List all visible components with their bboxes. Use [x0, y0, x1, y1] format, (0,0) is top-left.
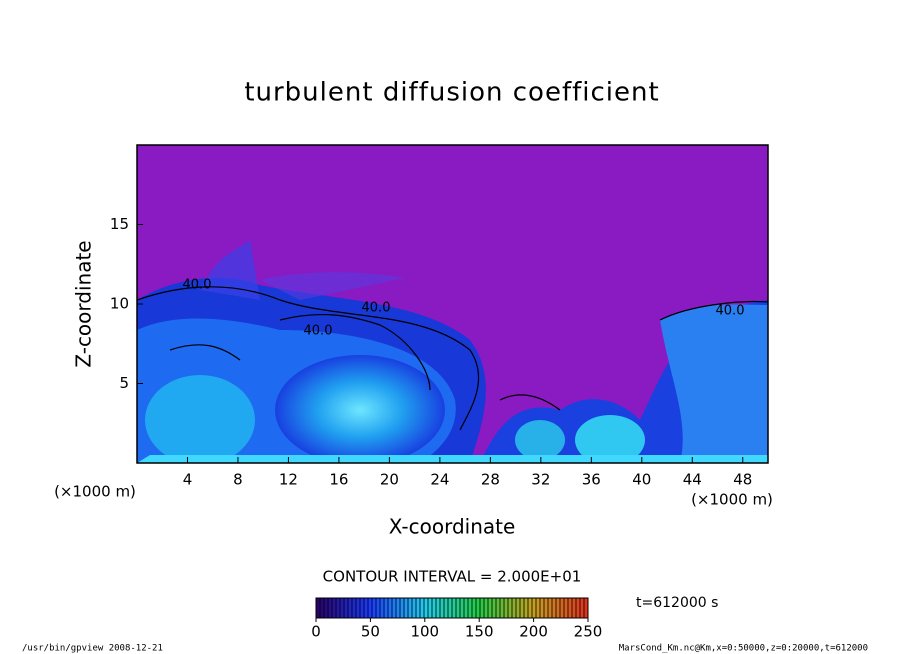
colorbar-tick-label: 150	[465, 623, 494, 641]
contour-label: 40.0	[716, 304, 745, 319]
contour-label: 40.0	[304, 324, 333, 339]
x-tick-label: 28	[481, 471, 500, 489]
x-unit-left: (×1000 m)	[54, 483, 136, 501]
colorbar-frame	[315, 597, 589, 619]
x-tick-label: 20	[380, 471, 399, 489]
y-axis-label: Z-coordinate	[72, 240, 96, 367]
y-tick-label: 5	[119, 374, 129, 392]
x-tick-label: 48	[733, 471, 752, 489]
contour-interval: CONTOUR INTERVAL = 2.000E+01	[323, 568, 582, 586]
time-label: t=612000 s	[636, 595, 718, 611]
x-axis-label: X-coordinate	[389, 515, 516, 539]
x-tick-label: 44	[683, 471, 702, 489]
x-tick-label: 4	[183, 471, 193, 489]
colorbar-tick-label: 100	[410, 623, 439, 641]
x-unit-right: (×1000 m)	[691, 491, 773, 509]
contour-label: 40.0	[183, 278, 212, 293]
y-tick-label: 15	[110, 215, 129, 233]
colorbar-tick-label: 200	[519, 623, 548, 641]
x-tick-label: 32	[531, 471, 550, 489]
x-tick-label: 8	[233, 471, 243, 489]
colorbar-tick-label: 250	[574, 623, 603, 641]
chart-title: turbulent diffusion coefficient	[244, 78, 659, 108]
x-tick-label: 16	[329, 471, 348, 489]
field	[137, 240, 768, 463]
x-tick-label: 36	[582, 471, 601, 489]
contour-label: 40.0	[362, 301, 391, 316]
colorbar-tick-label: 50	[361, 623, 380, 641]
x-tick-label: 12	[279, 471, 298, 489]
footer-left: /usr/bin/gpview 2008-12-21	[22, 644, 163, 654]
colorbar-tick-label: 0	[311, 623, 321, 641]
x-tick-label: 24	[430, 471, 449, 489]
footer-right: MarsCond_Km.nc@Km,x=0:50000,z=0:20000,t=…	[619, 644, 868, 654]
y-tick-label: 10	[110, 295, 129, 313]
x-tick-label: 40	[632, 471, 651, 489]
